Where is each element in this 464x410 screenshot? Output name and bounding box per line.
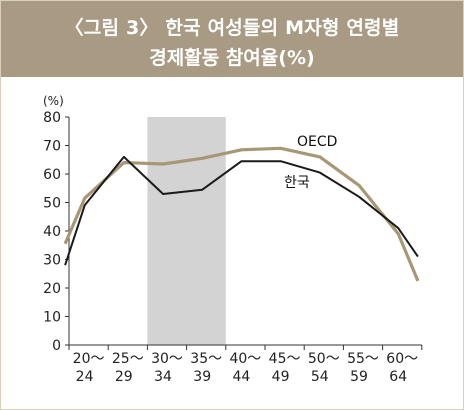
x-category-label-bottom: 29 <box>115 369 133 385</box>
x-category-label-top: 35～ <box>190 351 222 367</box>
korea-series-line <box>64 155 419 266</box>
y-tick-label: 60 <box>43 167 61 183</box>
y-axis-unit-label: (%) <box>43 94 64 108</box>
x-category-label-top: 55～ <box>347 351 379 367</box>
x-category-label-bottom: 39 <box>193 369 211 385</box>
y-tick-label: 30 <box>43 253 61 269</box>
x-category-label-top: 50～ <box>308 351 340 367</box>
y-tick-label: 50 <box>43 196 61 212</box>
chart-title-banner: 〈그림 3〉 한국 여성들의 M자형 연령별 경제활동 참여율(%) <box>1 1 463 77</box>
y-tick-label: 70 <box>43 139 61 155</box>
x-category-label-bottom: 34 <box>154 369 172 385</box>
x-category-label-bottom: 24 <box>76 369 94 385</box>
oecd-series-line <box>63 146 420 282</box>
y-tick-label: 40 <box>43 224 61 240</box>
x-category-label-top: 25～ <box>112 351 144 367</box>
y-tick-label: 0 <box>52 338 61 354</box>
chart-title-line-2: 경제활동 참여율(%) <box>149 47 315 69</box>
x-category-label-top: 30～ <box>151 351 183 367</box>
x-category-label-top: 60～ <box>386 351 418 367</box>
x-category-label-top: 20～ <box>73 351 105 367</box>
highlight-band <box>147 117 226 345</box>
x-category-label-top: 45～ <box>269 351 301 367</box>
oecd-series-label: OECD <box>297 134 337 150</box>
x-category-label-top: 40～ <box>229 351 261 367</box>
x-category-label-bottom: 44 <box>232 369 250 385</box>
x-category-label-bottom: 59 <box>350 369 368 385</box>
y-tick-label: 20 <box>43 281 61 297</box>
y-tick-label: 80 <box>43 110 61 126</box>
x-category-label-bottom: 54 <box>311 369 329 385</box>
y-tick-label: 10 <box>43 310 61 326</box>
x-category-label-bottom: 64 <box>389 369 407 385</box>
chart-title-line-1: 〈그림 3〉 한국 여성들의 M자형 연령별 <box>64 17 400 39</box>
x-category-label-bottom: 49 <box>272 369 290 385</box>
korea-series-label: 한국 <box>284 175 310 191</box>
